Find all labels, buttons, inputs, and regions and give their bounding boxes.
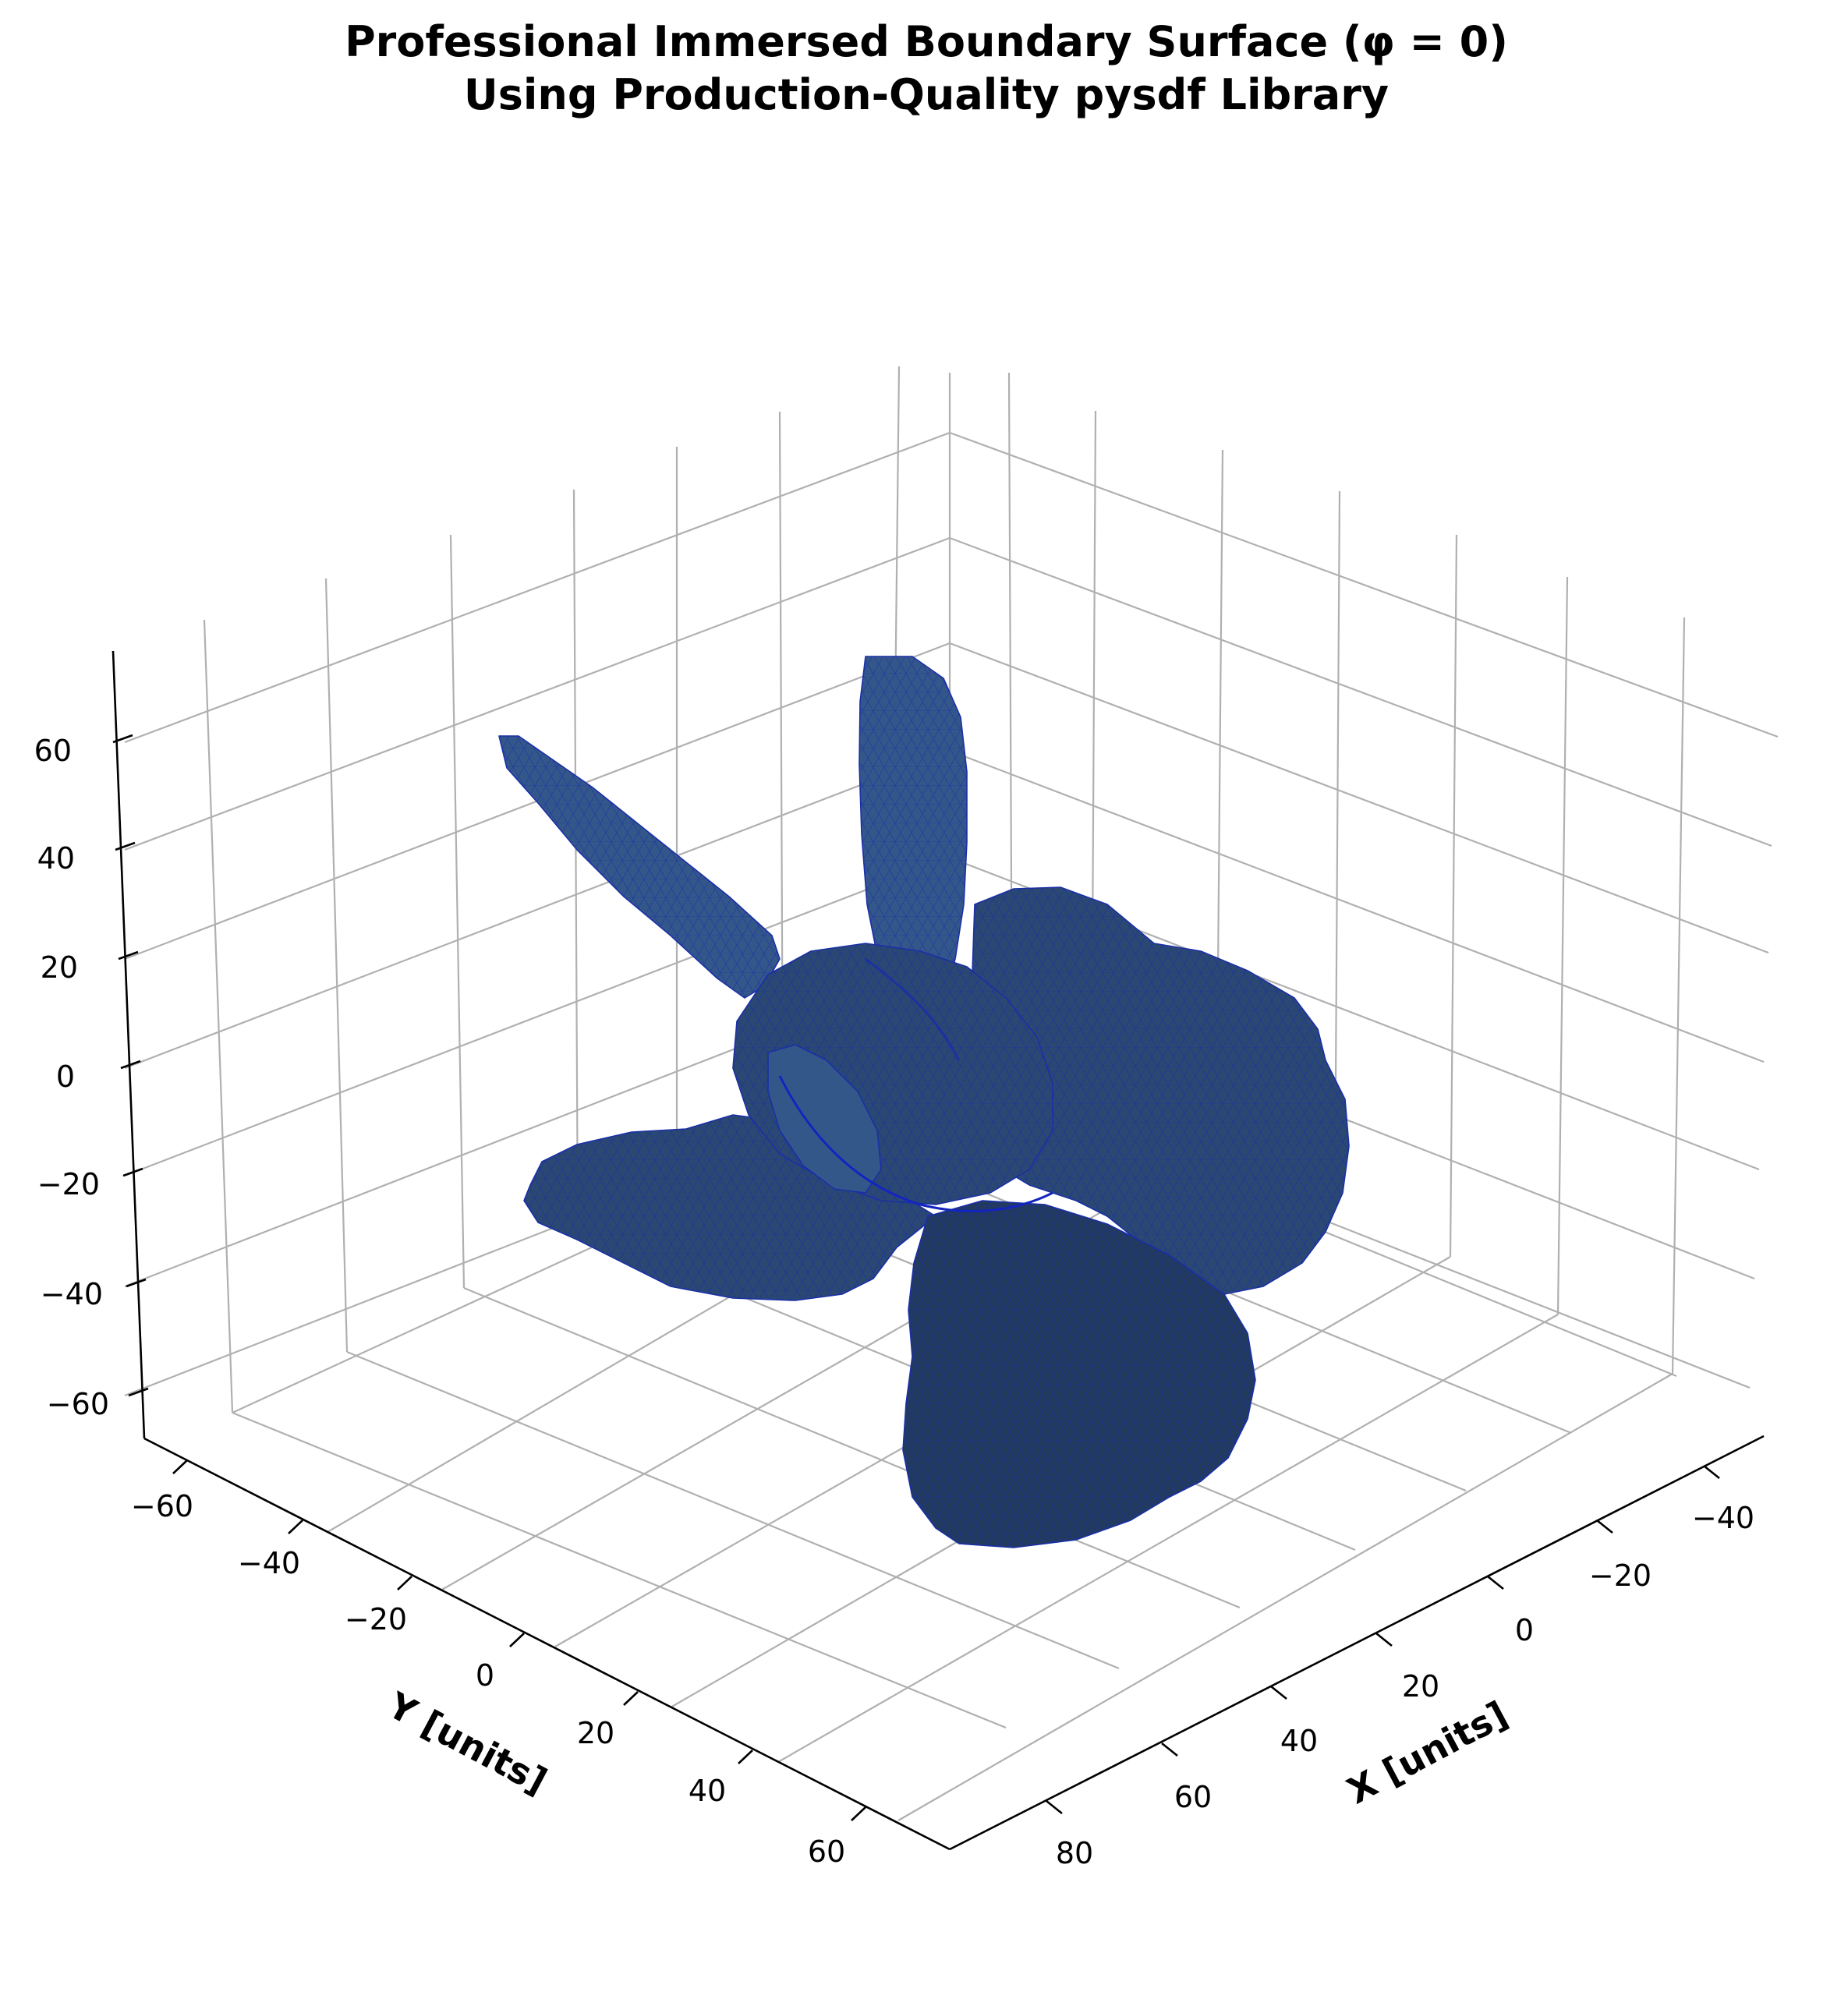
x-tick-label: 0 — [1515, 1613, 1534, 1647]
surface-mesh — [498, 656, 1350, 1548]
y-axis-label: Y [units] — [381, 1683, 554, 1802]
x-tick-label: 60 — [1174, 1780, 1212, 1814]
y-tick-label: 60 — [808, 1834, 845, 1869]
z-tick-label: 20 — [41, 950, 78, 985]
x-tick-label: 80 — [1056, 1836, 1093, 1870]
chart-title-line2: Using Production-Quality pysdf Library — [464, 70, 1389, 119]
axes — [112, 650, 1765, 1851]
x-axis-label: X [units] — [1340, 1693, 1514, 1812]
z-tick-label: −20 — [37, 1167, 100, 1201]
y-tick-label: 40 — [689, 1774, 726, 1808]
z-tick-label: −40 — [41, 1277, 103, 1311]
z-axis-line — [112, 650, 146, 1439]
y-tick-label: −60 — [131, 1489, 193, 1523]
x-tick-label: 40 — [1280, 1724, 1318, 1758]
y-tick-label: −20 — [345, 1602, 407, 1636]
z-axis-ticks: 60 40 20 0 −20 −40 −60 — [34, 734, 149, 1421]
x-tick-label: 20 — [1402, 1669, 1439, 1704]
x-axis-ticks: −40 −20 0 20 40 60 80 X [units] — [1046, 1464, 1754, 1870]
z-tick-label: 60 — [34, 734, 72, 768]
y-tick-label: 20 — [577, 1716, 614, 1750]
y-tick-label: −40 — [238, 1546, 300, 1580]
y-axis-line — [143, 1437, 951, 1851]
chart-title-line1: Professional Immersed Boundary Surface (… — [345, 17, 1508, 66]
z-tick-label: −60 — [47, 1387, 109, 1421]
z-tick-label: 0 — [56, 1060, 75, 1094]
x-tick-label: −20 — [1589, 1559, 1652, 1593]
x-tick-label: −40 — [1692, 1501, 1754, 1535]
y-tick-label: 0 — [476, 1658, 494, 1693]
hub-cap — [767, 1044, 882, 1194]
z-tick-label: 40 — [37, 841, 75, 876]
x-axis-line — [949, 1435, 1765, 1851]
